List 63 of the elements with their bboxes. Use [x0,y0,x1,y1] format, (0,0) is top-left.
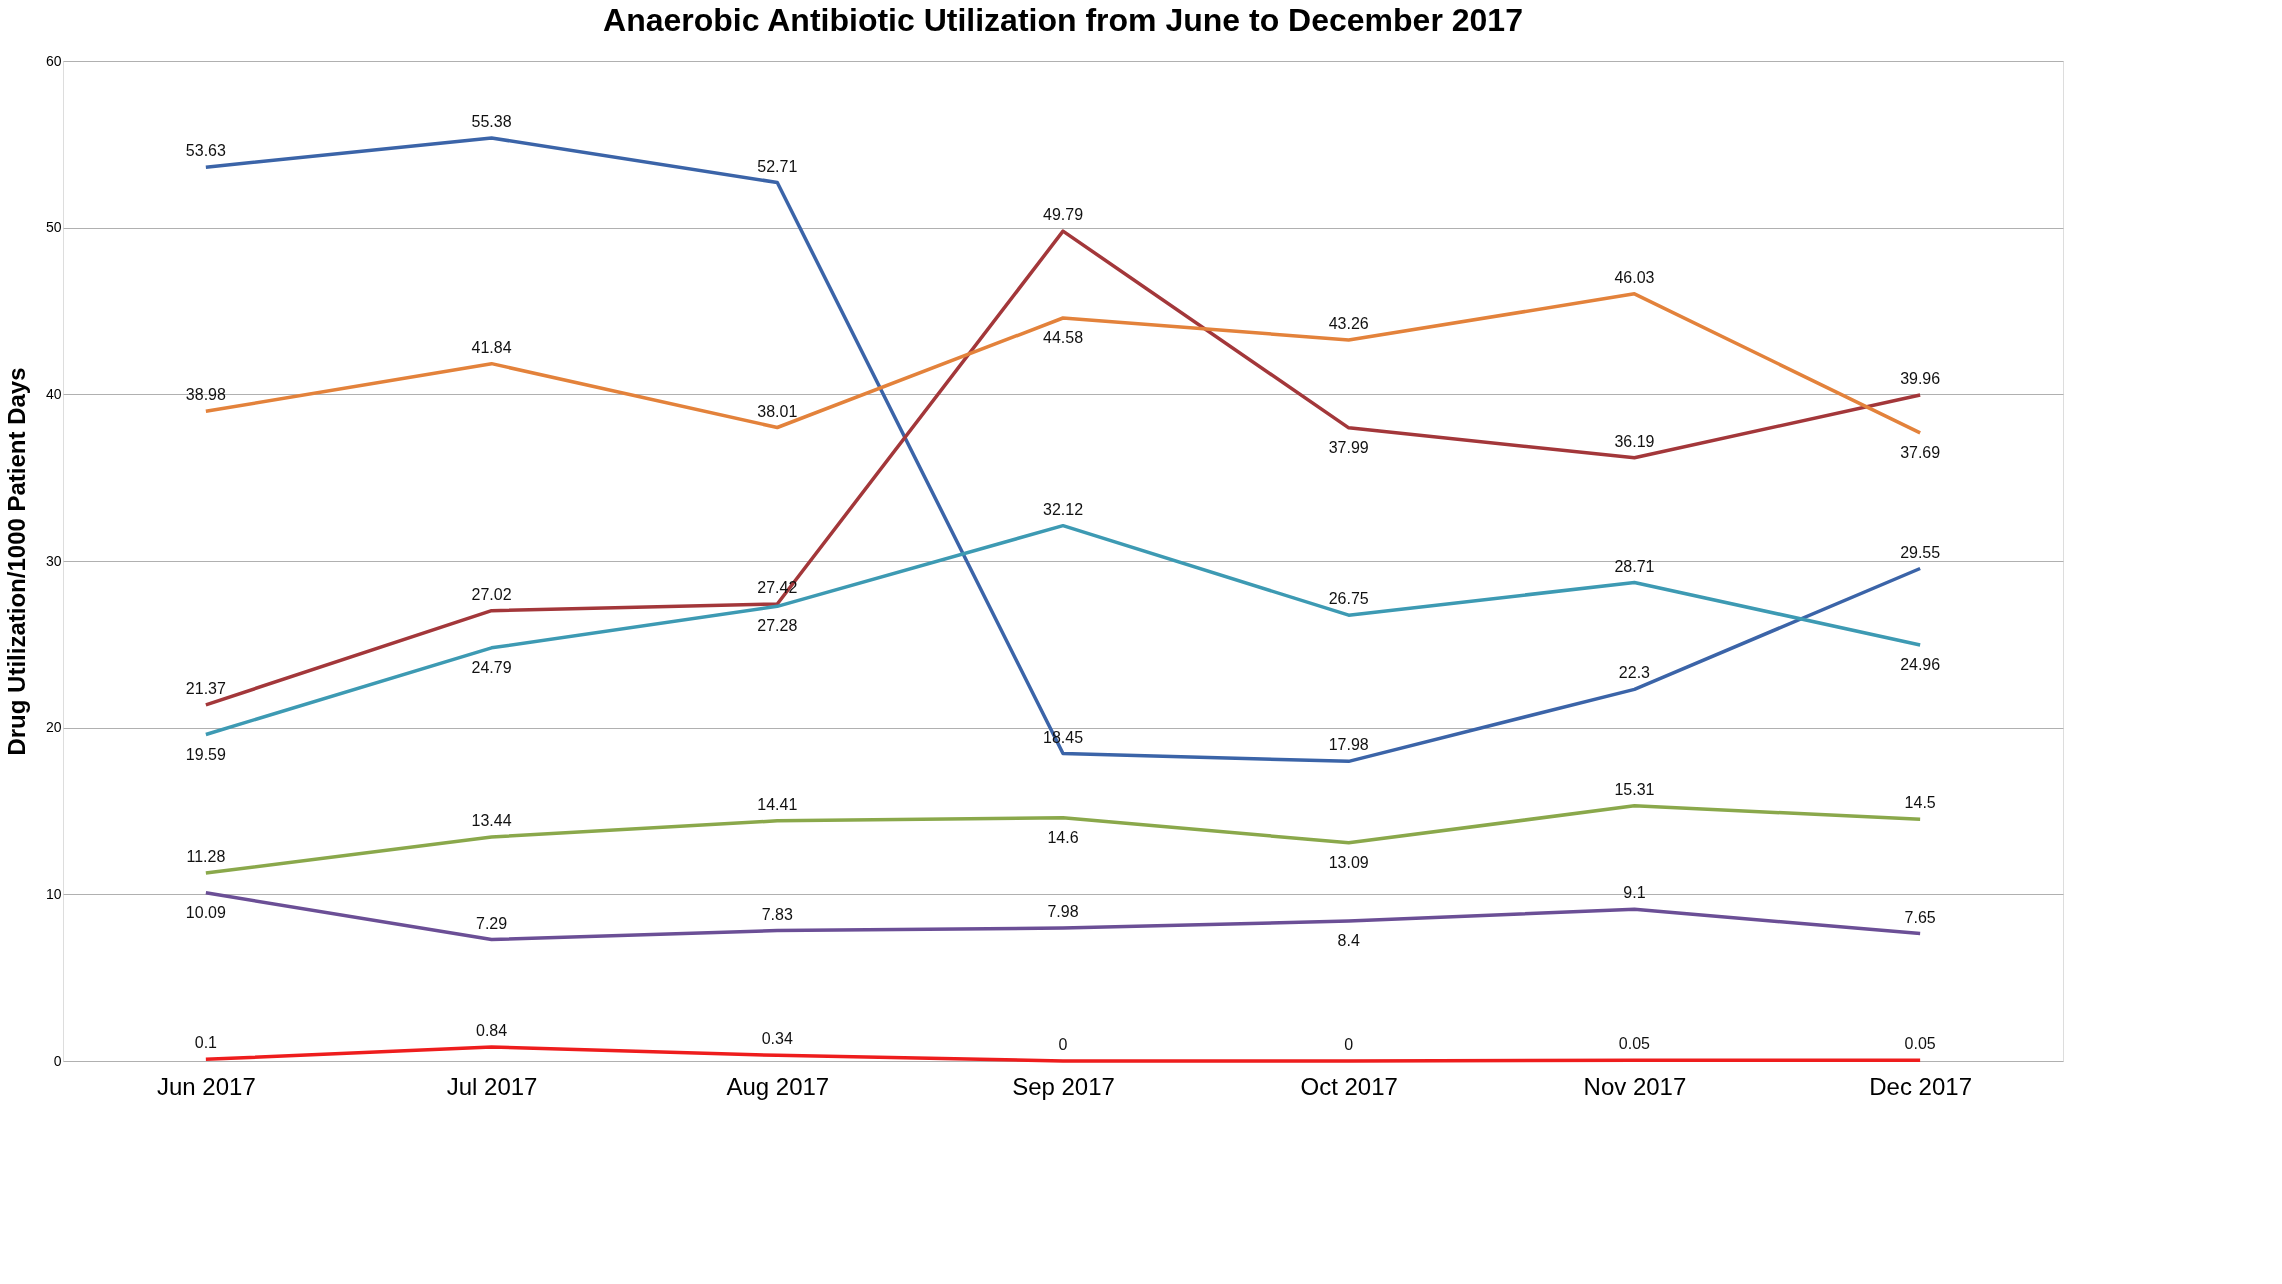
y-tick-label: 0 [53,1052,62,1069]
data-label: 28.71 [1614,557,1655,575]
data-label: 0 [1344,1036,1354,1053]
data-label: 22.3 [1618,664,1651,682]
data-label: 13.09 [1328,853,1369,871]
y-tick-label: 10 [45,885,62,902]
data-label: 10.09 [185,903,226,921]
data-label: 0 [1058,1036,1068,1053]
data-label: 38.01 [757,402,798,420]
data-label: 9.1 [1623,884,1646,902]
y-tick-label: 40 [45,385,62,402]
data-label: 13.44 [471,812,512,829]
data-label: 8.4 [1337,932,1360,949]
data-label: 0.34 [761,1030,793,1048]
data-label: 49.79 [1042,206,1084,224]
data-label: 14.41 [757,795,798,813]
data-label: 46.03 [1614,268,1655,286]
y-tick-label: 50 [45,219,62,236]
data-label: 21.37 [185,679,226,697]
data-label: 0.05 [1904,1035,1936,1053]
data-label: 27.02 [471,585,512,603]
data-label: 0.1 [194,1034,218,1052]
data-label: 27.28 [757,617,798,635]
y-tick-label: 60 [45,52,62,69]
data-label: 19.59 [185,745,226,763]
data-label: 52.71 [757,157,798,175]
data-label: 14.5 [1904,794,1936,812]
x-tick-label: Oct 2017 [1300,1072,1398,1100]
data-label: 38.98 [185,386,226,404]
data-label: 26.75 [1328,590,1369,608]
data-label: 37.99 [1328,438,1369,456]
x-tick-label: Dec 2017 [1869,1072,1973,1100]
data-label: 39.96 [1900,370,1941,387]
data-label: 43.26 [1328,315,1369,332]
data-label: 0.05 [1618,1035,1651,1053]
data-label: 53.63 [185,142,226,160]
chart-title: Anaerobic Antibiotic Utilization from June to December 2017 [603,2,1523,38]
data-label: 44.58 [1042,329,1084,346]
x-tick-label: Sep 2017 [1012,1072,1115,1100]
data-label: 7.29 [476,914,508,932]
data-label: 24.96 [1900,656,1941,673]
x-tick-label: Nov 2017 [1583,1072,1687,1100]
data-label: 32.12 [1042,500,1084,518]
x-tick-label: Jul 2017 [446,1072,538,1100]
y-tick-label: 30 [45,552,62,569]
x-tick-label: Aug 2017 [726,1072,830,1100]
data-label: 14.6 [1047,828,1079,846]
data-label: 29.55 [1900,543,1941,561]
data-label: 24.79 [471,658,512,676]
data-label: 7.83 [761,905,793,923]
y-tick-label: 20 [45,719,62,736]
x-tick-label: Jun 2017 [156,1072,256,1100]
data-label: 41.84 [471,338,512,356]
data-label: 36.19 [1614,432,1655,450]
y-axis-title: Drug Utilization/1000 Patient Days [2,367,30,756]
data-label: 7.65 [1904,908,1936,926]
data-label: 37.69 [1900,443,1941,461]
data-label: 55.38 [471,113,512,130]
data-label: 7.98 [1047,903,1079,920]
data-label: 11.28 [186,848,226,865]
data-label: 0.84 [476,1022,508,1039]
data-label: 15.31 [1614,780,1655,798]
data-label: 17.98 [1328,736,1369,754]
